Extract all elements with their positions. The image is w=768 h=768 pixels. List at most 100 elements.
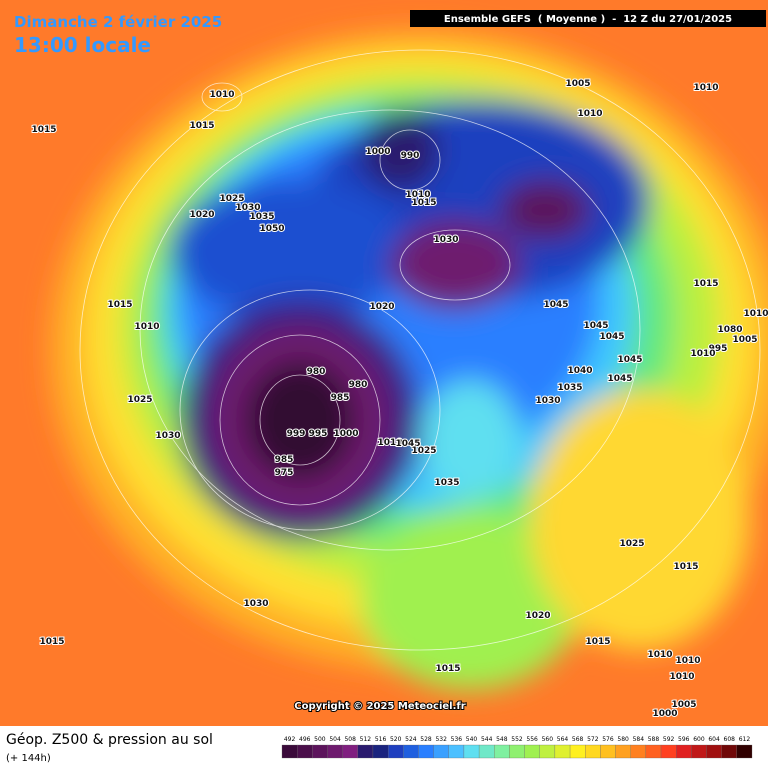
- legend-label: 612: [739, 736, 751, 743]
- legend-swatch: [721, 744, 737, 759]
- isobar-label: 1030: [155, 431, 180, 441]
- legend-swatch: [327, 744, 343, 759]
- isobar-label: 1000: [333, 429, 358, 439]
- isobar-label: 1010: [743, 309, 768, 319]
- isobar-label: 1045: [395, 439, 420, 449]
- legend-label: 532: [435, 736, 447, 743]
- legend-swatch: [630, 744, 647, 759]
- isobar-label: 995: [709, 344, 728, 354]
- isobar-label: 1015: [435, 664, 460, 674]
- legend-swatch: [433, 744, 449, 759]
- legend-label: 508: [344, 736, 356, 743]
- legend-label: 512: [360, 736, 372, 743]
- isobar-label: 1035: [249, 212, 274, 222]
- legend-swatch: [600, 744, 616, 759]
- legend-swatch: [463, 744, 480, 759]
- footer-lead: (+ 144h): [6, 753, 51, 764]
- isobar-label: 1035: [557, 383, 582, 393]
- isobar-label: 1010: [209, 90, 234, 100]
- isobar-label: 1015: [411, 198, 436, 208]
- isobar-label: 980: [307, 367, 326, 377]
- isobar-label: 985: [275, 455, 294, 465]
- isobar-label: 1005: [565, 79, 590, 89]
- legend-swatch: [342, 744, 358, 759]
- isobar-label: 1025: [411, 446, 436, 456]
- isobar-label: 1020: [525, 611, 550, 621]
- isobar-label: 1020: [369, 302, 394, 312]
- legend-label: 556: [526, 736, 538, 743]
- isobar-label: 1015: [107, 300, 132, 310]
- isobar-label: 1010: [577, 109, 602, 119]
- map-time: 13:00 locale: [14, 33, 151, 57]
- isobar-label: 985: [331, 393, 350, 403]
- isobar-label: 995: [309, 429, 328, 439]
- legend-label: 492: [284, 736, 296, 743]
- isobar-label: 1025: [219, 194, 244, 204]
- legend-label: 564: [557, 736, 569, 743]
- legend-label: 500: [314, 736, 326, 743]
- legend-swatch: [281, 744, 298, 759]
- map: [0, 0, 768, 726]
- legend-label: 552: [511, 736, 523, 743]
- isobar-label: 999: [287, 429, 306, 439]
- legend-label: 560: [542, 736, 554, 743]
- isobar-label: 975: [275, 468, 294, 478]
- isobar-label: 1010: [693, 83, 718, 93]
- legend-swatch: [645, 744, 662, 759]
- legend-label: 568: [572, 736, 584, 743]
- legend-label: 584: [633, 736, 645, 743]
- isobar-label: 1025: [619, 539, 644, 549]
- legend-label: 516: [375, 736, 387, 743]
- isobar-label: 1010: [675, 656, 700, 666]
- isobar-label: 1045: [543, 300, 568, 310]
- legend-swatch: [569, 744, 586, 759]
- legend-swatch: [554, 744, 571, 759]
- legend-swatch: [539, 744, 556, 759]
- legend-swatch: [509, 744, 525, 759]
- isobar-label: 1015: [31, 125, 56, 135]
- isobar-label: 1030: [535, 396, 560, 406]
- legend-label: 596: [678, 736, 690, 743]
- isobar-label: 1030: [433, 235, 458, 245]
- run-info: Ensemble GEFS ( Moyenne ) - 12 Z du 27/0…: [444, 14, 732, 25]
- legend-swatch: [494, 744, 510, 759]
- legend-swatch: [297, 744, 313, 759]
- isobar-label: 1010: [377, 438, 402, 448]
- legend-label: 600: [693, 736, 705, 743]
- legend-swatch: [418, 744, 434, 759]
- legend-swatch: [706, 744, 722, 759]
- legend-swatch: [448, 744, 465, 759]
- isobar-label: 980: [349, 380, 368, 390]
- isobar-label: 1015: [585, 637, 610, 647]
- legend-swatch: [387, 744, 404, 759]
- legend-label: 604: [708, 736, 720, 743]
- isobar-label: 1005: [671, 700, 696, 710]
- legend-swatch: [660, 744, 677, 759]
- legend-label: 496: [299, 736, 311, 743]
- legend-swatch: [524, 744, 540, 759]
- isobar-label: 1015: [189, 121, 214, 131]
- isobar-label: 1045: [583, 321, 608, 331]
- legend-label: 580: [617, 736, 629, 743]
- legend-swatch: [736, 744, 753, 759]
- legend-label: 548: [496, 736, 508, 743]
- legend-swatch: [372, 744, 389, 759]
- legend-label: 524: [405, 736, 417, 743]
- copyright: Copyright © 2025 Meteociel.fr: [294, 701, 465, 712]
- map-date: Dimanche 2 février 2025: [14, 13, 222, 31]
- isobar-label: 1030: [243, 599, 268, 609]
- isobar-label: 1015: [693, 279, 718, 289]
- legend-label: 504: [329, 736, 341, 743]
- legend-label: 528: [420, 736, 432, 743]
- isobar-label: 1050: [259, 224, 284, 234]
- legend-swatch: [615, 744, 631, 759]
- isobar-label: 1045: [617, 355, 642, 365]
- legend-swatch: [403, 744, 419, 759]
- isobar-label: 1045: [607, 374, 632, 384]
- legend-label: 536: [451, 736, 463, 743]
- legend-label: 544: [481, 736, 493, 743]
- run-box: [410, 10, 766, 27]
- isobar-label: 1010: [647, 650, 672, 660]
- legend-swatch: [585, 744, 601, 759]
